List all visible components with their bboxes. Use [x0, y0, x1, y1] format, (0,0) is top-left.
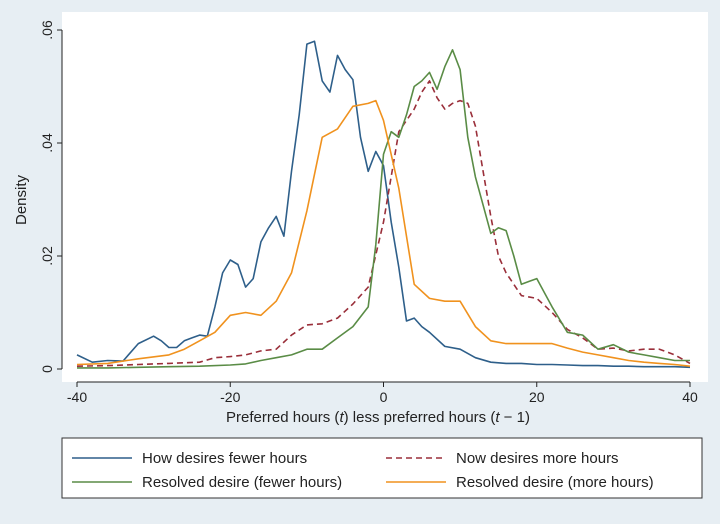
legend-label: How desires fewer hours: [142, 450, 307, 467]
plot-area: [62, 12, 708, 382]
x-axis-title: Preferred hours (t) less preferred hours…: [226, 409, 530, 426]
series-line: [76, 80, 691, 367]
y-axis-title: Density: [13, 174, 30, 225]
y-tick-label: 0: [39, 365, 55, 373]
x-axis-title-part: Preferred hours (: [226, 409, 339, 426]
series-line: [76, 99, 691, 367]
legend-label: Resolved desire (more hours): [456, 474, 654, 491]
x-axis-title-part: − 1): [500, 409, 530, 426]
x-tick-label: -20: [220, 389, 240, 405]
series-line: [76, 40, 691, 369]
x-tick-label: -40: [67, 389, 87, 405]
y-tick-label: .04: [39, 133, 55, 153]
x-tick-label: 20: [529, 389, 545, 405]
x-axis-title-part: t: [339, 409, 344, 426]
y-tick-label: .02: [39, 246, 55, 266]
series-layer: [76, 40, 691, 369]
axes-layer: -40 -20 0 20 40 0 .02 .04 .06: [39, 20, 698, 405]
legend-label: Resolved desire (fewer hours): [142, 474, 342, 491]
legend: How desires fewer hours Now desires more…: [61, 437, 703, 499]
x-axis-title-part: ) less preferred hours (: [344, 409, 496, 426]
series-line: [77, 49, 690, 369]
legend-label: Now desires more hours: [456, 450, 619, 467]
x-tick-label: 0: [380, 389, 388, 405]
legend-box: [61, 437, 703, 499]
y-tick-label: .06: [39, 20, 55, 40]
x-tick-label: 40: [682, 389, 698, 405]
x-axis-title-part: t: [495, 409, 500, 426]
